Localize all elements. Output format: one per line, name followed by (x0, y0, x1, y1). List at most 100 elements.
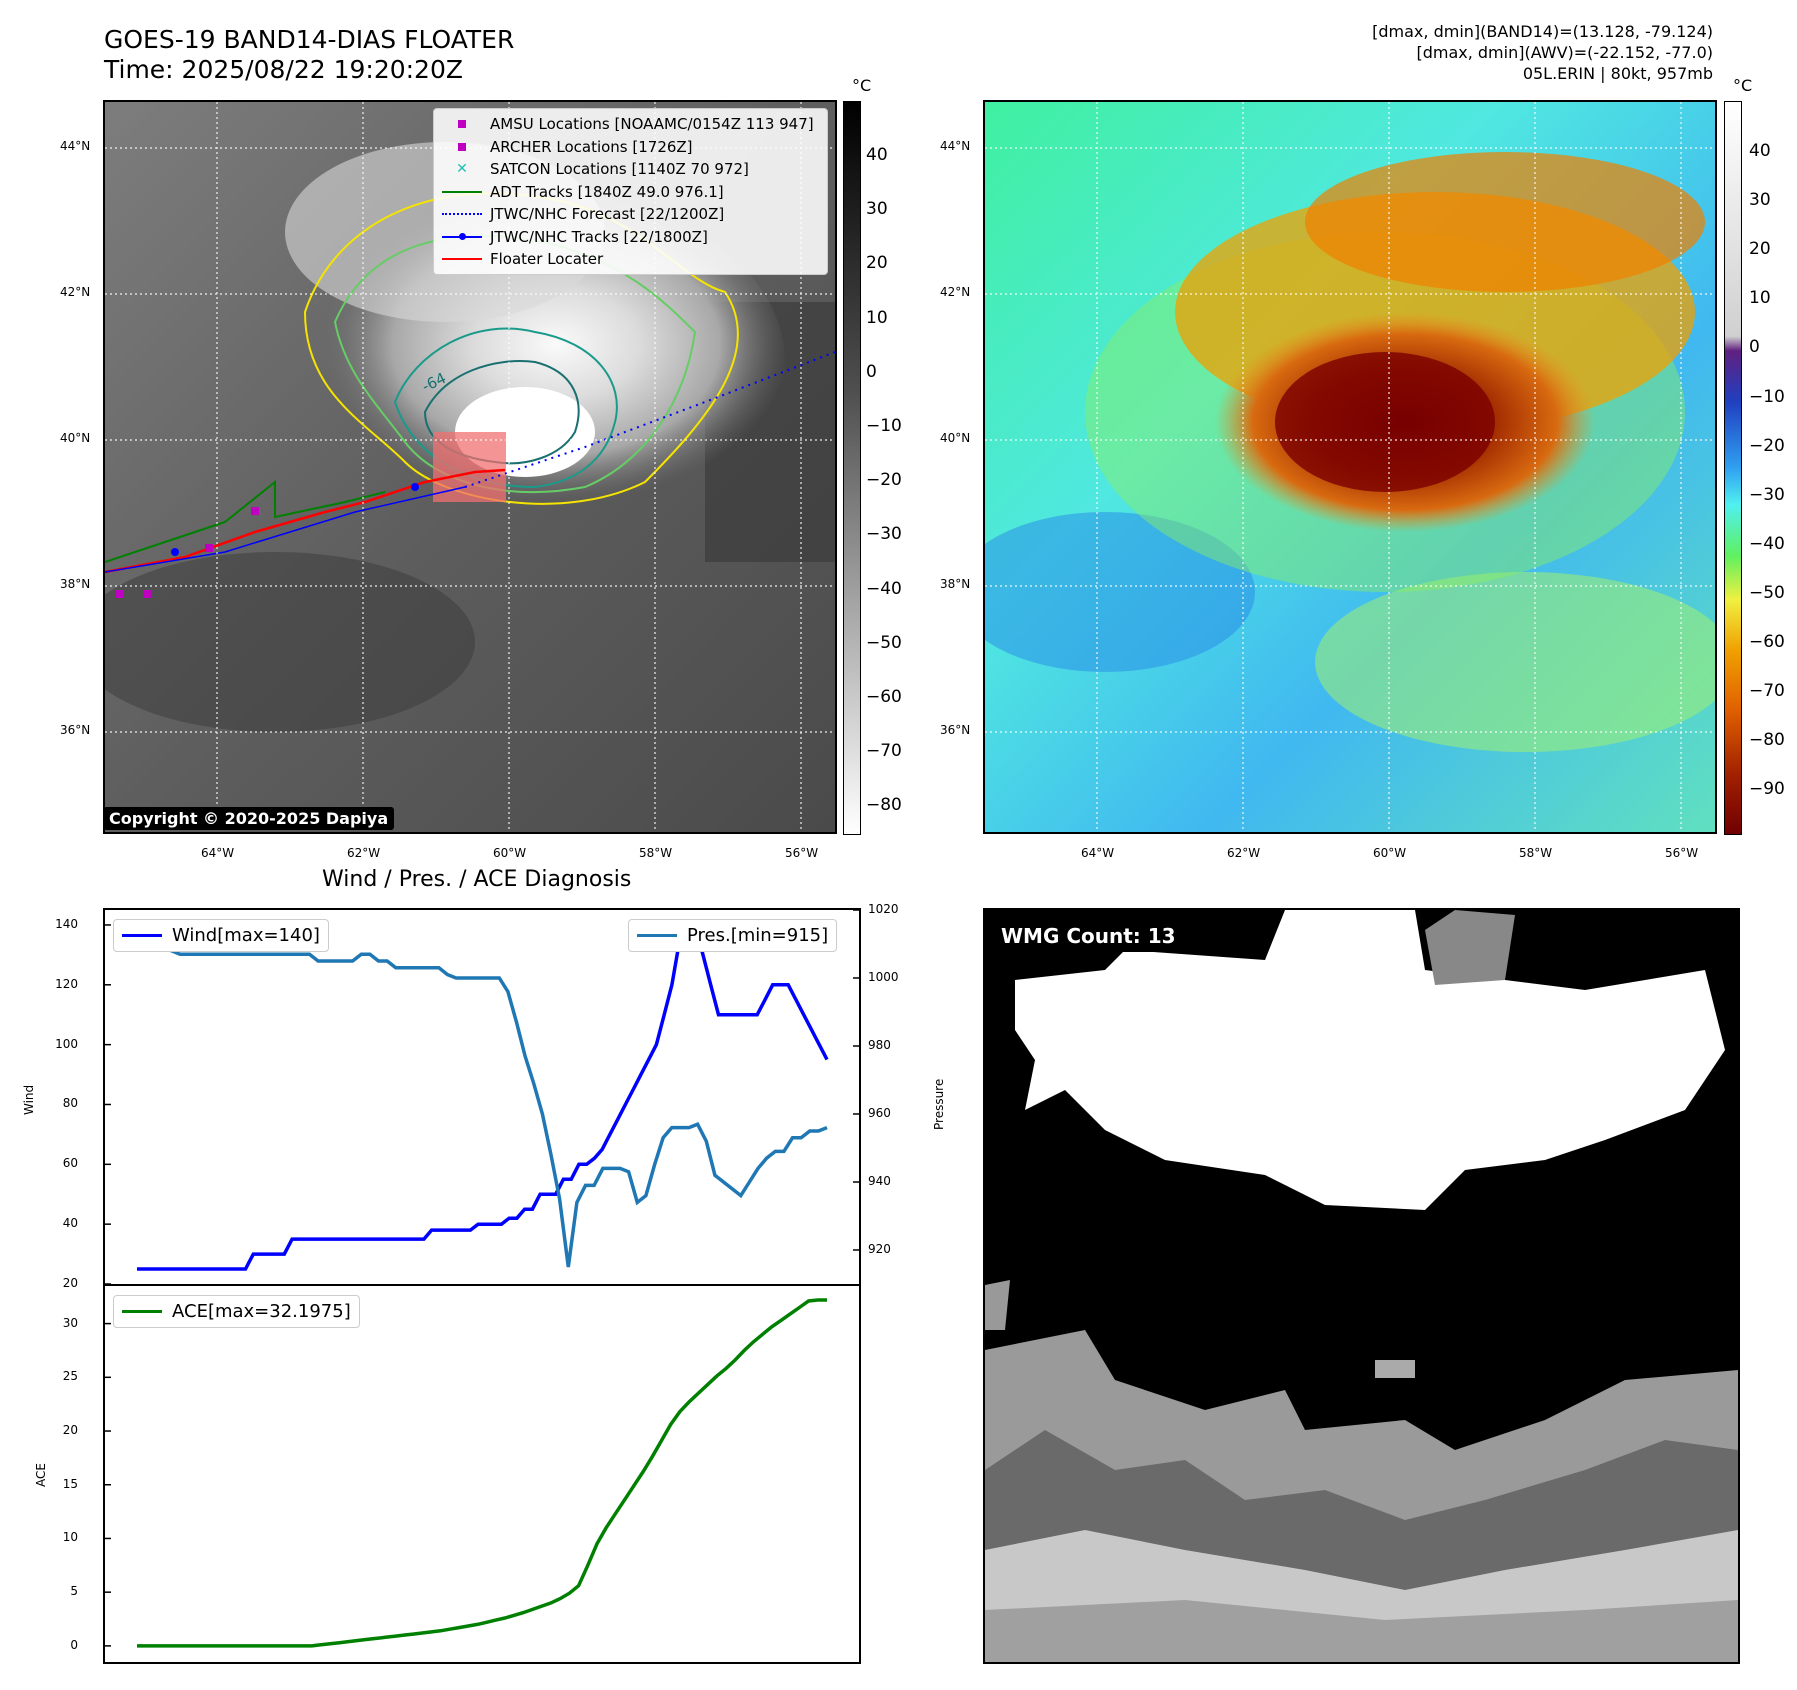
legend-item-adt: ADT Tracks [1840Z 49.0 976.1] (442, 181, 819, 204)
wind-axis-tick: 20 (62, 1276, 78, 1290)
ace-axis-tick: 20 (62, 1423, 78, 1438)
gray-colorbar-tick: −10 (866, 416, 902, 436)
color-colorbar-tick: 10 (1749, 288, 1771, 309)
ace-axis-tick: 5 (70, 1584, 78, 1599)
color-colorbar-tick: 20 (1749, 239, 1771, 260)
pressure-axis-tick: 1020 (868, 902, 899, 916)
info-band14-range: [dmax, dmin](BAND14)=(13.128, -79.124) (1372, 22, 1713, 41)
wv-map-panel (983, 100, 1717, 834)
wind-series-line (137, 923, 829, 1271)
color-colorbar-tick: −10 (1749, 386, 1785, 407)
ir-map-legend: AMSU Locations [NOAAMC/0154Z 113 947] AR… (433, 108, 828, 275)
color-colorbar-tick: −60 (1749, 632, 1785, 652)
color-colorbar-tick: −30 (1749, 484, 1785, 505)
lon-label-ir: 60°W (493, 846, 527, 860)
color-colorbar-tick: 40 (1749, 141, 1771, 161)
lon-label-ir: 62°W (347, 846, 381, 860)
ace-axis-tick: 30 (62, 1315, 78, 1330)
pressure-axis-tick: 980 (868, 1038, 891, 1052)
pressure-series-line (137, 932, 828, 1268)
color-colorbar-tick: −90 (1749, 779, 1785, 800)
wind-axis-tick: 100 (55, 1036, 78, 1051)
gray-colorbar-tick: −60 (866, 687, 902, 707)
lat-label-wv: 40°N (940, 431, 971, 445)
color-colorbar-tick: −40 (1749, 533, 1785, 554)
color-colorbar-tick: −50 (1749, 582, 1785, 603)
color-colorbar-tick: 30 (1749, 190, 1771, 211)
lon-label-wv: 58°W (1519, 846, 1553, 860)
ace-axis-tick: 25 (62, 1369, 78, 1384)
lat-label-ir: 36°N (60, 723, 91, 737)
ace-legend: ACE[max=32.1975] (113, 1295, 360, 1328)
color-colorbar-tick: 0 (1749, 337, 1760, 358)
wind-legend: Wind[max=140] (113, 919, 329, 952)
color-colorbar-tick: −20 (1749, 435, 1785, 456)
ace-axis-tick: 0 (70, 1637, 78, 1652)
lat-label-wv: 42°N (940, 285, 971, 299)
pressure-legend: Pres.[min=915] (628, 919, 838, 952)
pressure-axis-tick: 960 (868, 1106, 891, 1120)
wind-pressure-plot (105, 909, 859, 1285)
lat-label-ir: 42°N (60, 285, 91, 299)
gray-colorbar-tick: −30 (866, 524, 902, 545)
lat-label-wv: 36°N (940, 723, 971, 737)
figure-time: Time: 2025/08/22 19:20:20Z (104, 55, 463, 84)
pressure-axis-tick: 1000 (868, 970, 899, 984)
ace-chart (103, 1284, 861, 1664)
color-colorbar (1724, 101, 1742, 835)
lon-label-wv: 62°W (1227, 846, 1261, 860)
ace-axis-tick: 15 (62, 1476, 78, 1491)
wv-map-image (985, 102, 1715, 832)
wind-axis-tick: 40 (62, 1216, 78, 1231)
lat-label-wv: 38°N (940, 577, 971, 591)
lat-label-ir: 38°N (60, 577, 91, 591)
color-colorbar-tick: −70 (1749, 681, 1785, 702)
wind-axis-tick: 140 (55, 916, 78, 931)
wmg-panel (983, 908, 1740, 1664)
lon-label-wv: 64°W (1081, 846, 1115, 860)
ace-axis-label: ACE (34, 1463, 48, 1487)
legend-item-tracks: JTWC/NHC Tracks [22/1800Z] (442, 226, 819, 249)
lat-label-ir: 40°N (60, 431, 91, 445)
legend-item-archer: ARCHER Locations [1726Z] (442, 136, 819, 159)
legend-item-floater: Floater Locater (442, 248, 819, 271)
diagnosis-title: Wind / Pres. / ACE Diagnosis (322, 867, 632, 892)
lon-label-wv: 56°W (1665, 846, 1699, 860)
copyright-badge: Copyright © 2020-2025 Dapiya (103, 807, 395, 830)
gray-colorbar-tick: −20 (866, 470, 902, 491)
lat-label-wv: 44°N (940, 139, 971, 153)
lon-label-wv: 60°W (1373, 846, 1407, 860)
lat-label-ir: 44°N (60, 139, 91, 153)
gray-colorbar-tick: 0 (866, 361, 877, 382)
legend-item-amsu: AMSU Locations [NOAAMC/0154Z 113 947] (442, 113, 819, 136)
ace-series-line (137, 1298, 827, 1648)
gray-colorbar-tick: −50 (866, 632, 902, 653)
wind-axis-label: Wind (22, 1084, 36, 1115)
gray-colorbar-tick: −40 (866, 578, 902, 599)
gray-colorbar-tick: −70 (866, 741, 902, 762)
wind-axis-tick: 120 (55, 976, 78, 991)
info-awv-range: [dmax, dmin](AWV)=(-22.152, -77.0) (1416, 43, 1713, 62)
pressure-axis-tick: 940 (868, 1174, 891, 1188)
wind-axis-tick: 80 (62, 1096, 78, 1111)
gray-colorbar-tick: 20 (866, 253, 888, 274)
lon-label-ir: 56°W (785, 846, 819, 860)
colorbar-unit: °C (1733, 76, 1753, 95)
color-colorbar-tick: −80 (1749, 730, 1785, 751)
pressure-axis-label: Pressure (932, 1078, 946, 1130)
pressure-axis-tick: 920 (868, 1242, 891, 1256)
legend-item-forecast: JTWC/NHC Forecast [22/1200Z] (442, 203, 819, 226)
ace-axis-tick: 10 (62, 1530, 78, 1545)
figure-title: GOES-19 BAND14-DIAS FLOATER (104, 25, 515, 54)
gray-colorbar-tick: 40 (866, 145, 888, 165)
gray-colorbar-tick: −80 (866, 795, 902, 816)
wmg-count-badge: WMG Count: 13 (994, 920, 1183, 952)
colorbar-unit: °C (852, 76, 872, 95)
wind-axis-tick: 60 (62, 1156, 78, 1171)
legend-item-satcon: ✕ SATCON Locations [1140Z 70 972] (456, 160, 749, 179)
lon-label-ir: 58°W (639, 846, 673, 860)
ace-plot (105, 1298, 827, 1648)
gray-colorbar (843, 101, 861, 835)
info-storm: 05L.ERIN | 80kt, 957mb (1522, 64, 1713, 83)
gray-colorbar-tick: 10 (866, 307, 888, 328)
